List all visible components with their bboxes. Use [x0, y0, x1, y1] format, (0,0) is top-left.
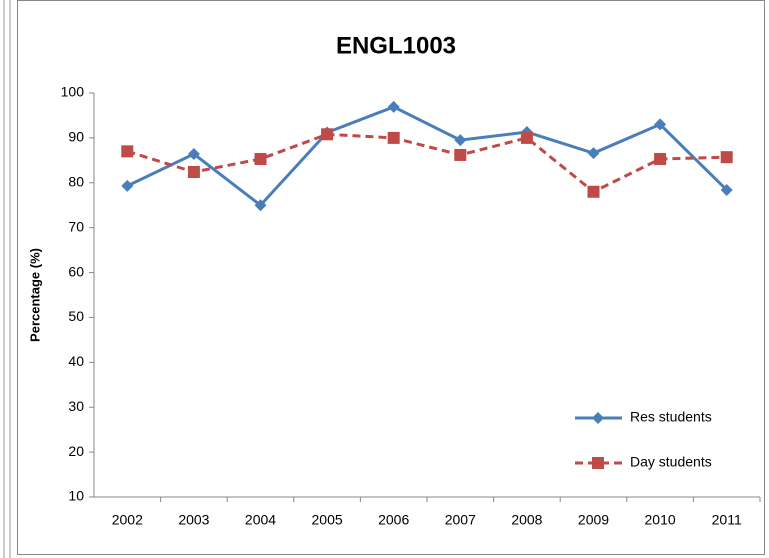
marker — [454, 134, 467, 147]
x-tick-label: 2010 — [645, 512, 676, 528]
x-tick-label: 2008 — [511, 512, 542, 528]
marker — [387, 100, 400, 113]
marker — [592, 412, 604, 424]
marker — [654, 152, 667, 165]
y-tick-label: 80 — [68, 173, 84, 189]
x-tick-label: 2004 — [245, 512, 276, 528]
x-tick-label: 2007 — [445, 512, 476, 528]
x-tick-label: 2006 — [378, 512, 409, 528]
legend-label: Day students — [630, 454, 712, 470]
marker — [254, 152, 267, 165]
marker — [254, 199, 267, 212]
marker — [454, 148, 467, 161]
marker — [121, 145, 134, 158]
y-tick-label: 70 — [68, 218, 84, 234]
y-tick-label: 30 — [68, 398, 84, 414]
y-axis-label: Percentage (%) — [27, 248, 42, 342]
marker — [587, 147, 600, 160]
legend-label: Res students — [630, 409, 712, 425]
marker — [654, 118, 667, 131]
marker — [720, 183, 733, 196]
chart-border — [17, 0, 765, 555]
chart-title: ENGL1003 — [336, 32, 456, 59]
marker — [592, 457, 604, 469]
marker — [121, 179, 134, 192]
marker — [720, 151, 733, 164]
x-tick-label: 2002 — [112, 512, 143, 528]
y-tick-label: 40 — [68, 353, 84, 369]
y-tick-label: 50 — [68, 308, 84, 324]
y-tick-label: 60 — [68, 263, 84, 279]
marker — [187, 166, 200, 179]
marker — [387, 131, 400, 144]
y-tick-label: 10 — [68, 488, 84, 504]
series-line — [126, 132, 727, 194]
y-tick-label: 90 — [68, 129, 84, 145]
marker — [187, 148, 200, 161]
series-line — [126, 105, 728, 208]
y-tick-label: 20 — [68, 443, 84, 459]
marker — [520, 131, 533, 144]
x-tick-label: 2011 — [712, 512, 742, 528]
marker — [321, 128, 334, 141]
y-tick-label: 100 — [61, 84, 85, 100]
x-tick-label: 2003 — [178, 512, 209, 528]
x-tick-label: 2009 — [578, 512, 609, 528]
marker — [587, 185, 600, 198]
x-tick-label: 2005 — [312, 512, 343, 528]
